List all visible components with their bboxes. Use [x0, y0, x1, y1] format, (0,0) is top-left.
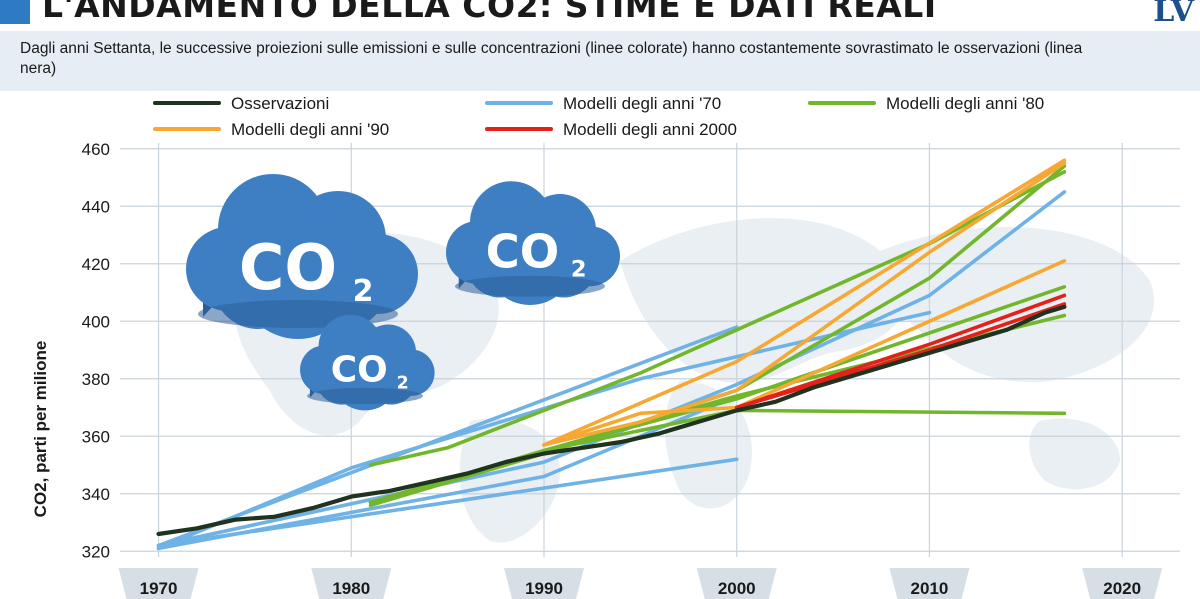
publisher-logo: LV — [1153, 0, 1194, 29]
models-2000s-line — [734, 293, 1067, 410]
y-tick-label: 420 — [82, 255, 110, 274]
legend-label: Modelli degli anni '90 — [231, 120, 389, 139]
co2-cloud-icon: CO 2 — [186, 174, 418, 339]
legend-label: Osservazioni — [231, 94, 329, 113]
models-90s-line — [542, 161, 1067, 447]
y-tick-label: 380 — [82, 370, 110, 389]
x-tick-label: 2020 — [1103, 579, 1141, 598]
y-tick-label: 440 — [82, 197, 110, 216]
models-90s-line — [542, 158, 1067, 447]
subtitle-band: Dagli anni Settanta, le successive proie… — [0, 31, 1200, 91]
co2-cloud-icon: CO 2 — [446, 181, 620, 305]
cloud-co2-label: CO — [331, 349, 388, 390]
map-landmass — [459, 418, 560, 543]
x-tick-tab — [889, 568, 970, 599]
cloud-co2-subscript: 2 — [397, 373, 409, 393]
header-band: L'ANDAMENTO DELLA CO2: STIME E DATI REAL… — [0, 0, 1200, 31]
x-tick-label: 1970 — [140, 579, 178, 598]
cloud-co2-subscript: 2 — [571, 257, 587, 283]
map-landmass — [620, 218, 910, 383]
x-tick-tab — [696, 568, 777, 599]
x-tick-tab — [311, 568, 392, 599]
y-tick-label: 460 — [82, 140, 110, 159]
map-landmass — [1029, 418, 1120, 490]
y-tick-label: 360 — [82, 427, 110, 446]
models-80s-line — [368, 170, 1067, 467]
models-2000s-line — [734, 302, 1067, 410]
x-tick-label: 2010 — [911, 579, 949, 598]
cloud-decorations: CO 2 CO 2 CO 2 — [186, 174, 620, 411]
y-tick-label: 400 — [82, 312, 110, 331]
title-marker — [0, 0, 30, 24]
co2-chart: CO 2 CO 2 CO 2 320 340 360 380 400 420 440 460 1970 19… — [31, 94, 1180, 599]
observations-line — [156, 304, 1067, 537]
cloud-co2-subscript: 2 — [353, 274, 374, 309]
y-tick-label: 340 — [82, 485, 110, 504]
data-series — [156, 158, 1067, 551]
cloud-co2-label: CO — [486, 225, 560, 279]
cloud-shadow — [455, 275, 605, 297]
x-tick-label: 2000 — [718, 579, 756, 598]
cloud-co2-label: CO — [239, 231, 337, 304]
legend-label: Modelli degli anni '80 — [886, 94, 1044, 113]
chart-title: L'ANDAMENTO DELLA CO2: STIME E DATI REAL… — [42, 0, 937, 25]
co2-cloud-icon: CO 2 — [300, 314, 435, 411]
y-tick-label: 320 — [82, 542, 110, 561]
legend-label: Modelli degli anni '70 — [563, 94, 721, 113]
y-axis-label: CO2, parti per milione — [31, 341, 50, 518]
legend: Osservazioni Modelli degli anni '70 Modell… — [153, 94, 1044, 139]
x-tick-tab — [504, 568, 584, 599]
axes: 320 340 360 380 400 420 440 460 1970 1980 1990 2000… — [82, 140, 1163, 599]
x-tick-tab — [1082, 568, 1163, 599]
chart-subtitle: Dagli anni Settanta, le successive proie… — [20, 40, 1083, 77]
x-tick-label: 1980 — [332, 579, 370, 598]
models-70s-line — [156, 310, 932, 551]
x-tick-label: 1990 — [525, 579, 563, 598]
legend-label: Modelli degli anni 2000 — [563, 120, 737, 139]
x-tick-tab — [118, 568, 199, 599]
cloud-shadow — [307, 387, 423, 405]
